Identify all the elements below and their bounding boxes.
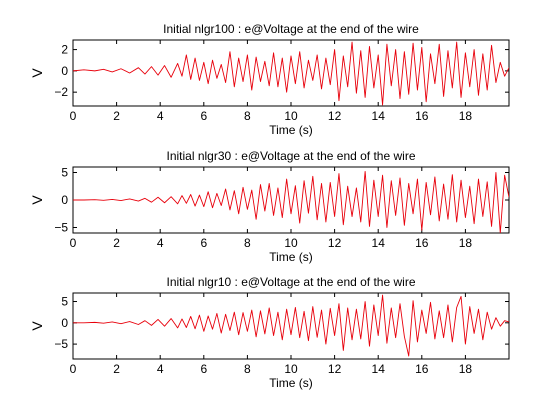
x-tick-label: 12	[328, 362, 342, 376]
x-tick-label: 14	[372, 362, 386, 376]
x-tick-label: 2	[113, 109, 120, 123]
subplot-panels: Initial nlgr100 : e@Voltage at the end o…	[29, 22, 510, 390]
y-tick-label: −5	[54, 337, 68, 351]
x-axis-label: Time (s)	[269, 250, 313, 264]
y-tick-label: 0	[61, 193, 68, 207]
x-tick-label: 6	[200, 362, 207, 376]
x-tick-label: 16	[415, 362, 429, 376]
y-tick-label: 0	[61, 64, 68, 78]
x-tick-label: 8	[244, 109, 251, 123]
x-tick-label: 6	[200, 236, 207, 250]
plot-area	[72, 292, 510, 360]
x-tick-label: 0	[70, 362, 77, 376]
y-tick-label: 5	[61, 166, 68, 180]
x-tick-label: 18	[459, 109, 473, 123]
y-tick-label: 0	[61, 316, 68, 330]
x-tick-label: 18	[459, 362, 473, 376]
subplot-3: Initial nlgr10 : e@Voltage at the end of…	[29, 275, 510, 390]
plot-area	[72, 166, 510, 234]
voltage-series-line	[73, 294, 509, 357]
x-axis-label: Time (s)	[269, 376, 313, 390]
x-tick-label: 0	[70, 236, 77, 250]
y-axis-label: V	[29, 195, 45, 205]
y-tick-label: 5	[61, 295, 68, 309]
x-tick-label: 14	[372, 236, 386, 250]
x-tick-label: 16	[415, 109, 429, 123]
x-tick-label: 4	[157, 362, 164, 376]
x-tick-label: 10	[284, 236, 298, 250]
subplot-1: Initial nlgr100 : e@Voltage at the end o…	[29, 22, 510, 137]
x-tick-label: 18	[459, 236, 473, 250]
x-tick-label: 8	[244, 362, 251, 376]
y-axis-label: V	[29, 68, 45, 78]
x-tick-label: 10	[284, 109, 298, 123]
x-tick-label: 6	[200, 109, 207, 123]
x-tick-label: 12	[328, 236, 342, 250]
x-axis-label: Time (s)	[269, 123, 313, 137]
x-tick-label: 8	[244, 236, 251, 250]
voltage-series-line	[73, 41, 509, 106]
x-tick-label: 16	[415, 236, 429, 250]
x-tick-label: 12	[328, 109, 342, 123]
y-tick-label: −2	[54, 85, 68, 99]
x-tick-label: 4	[157, 109, 164, 123]
x-tick-label: 2	[113, 362, 120, 376]
x-tick-label: 4	[157, 236, 164, 250]
x-tick-label: 0	[70, 109, 77, 123]
subplot-2: Initial nlgr30 : e@Voltage at the end of…	[29, 149, 510, 264]
x-tick-label: 2	[113, 236, 120, 250]
x-tick-label: 14	[372, 109, 386, 123]
y-tick-label: −5	[54, 221, 68, 235]
x-tick-label: 10	[284, 362, 298, 376]
chart-title: Initial nlgr30 : e@Voltage at the end of…	[166, 149, 415, 163]
y-axis-label: V	[29, 321, 45, 331]
y-tick-label: 2	[61, 43, 68, 57]
voltage-series-line	[73, 170, 509, 233]
chart-title: Initial nlgr10 : e@Voltage at the end of…	[166, 275, 415, 289]
chart-title: Initial nlgr100 : e@Voltage at the end o…	[163, 22, 419, 36]
